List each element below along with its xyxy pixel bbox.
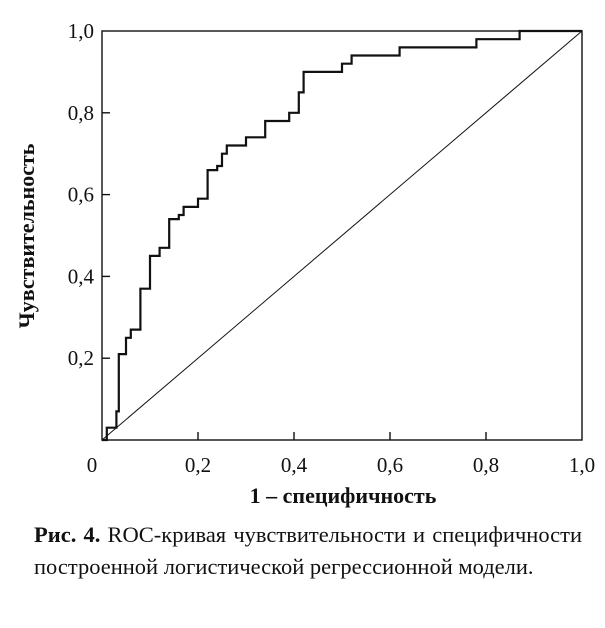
x-tick-label: 0,6	[377, 453, 403, 477]
roc-chart: 0 0,2 0,4 0,6 0,8 1,0 0,2 0,4 0,6 0,8 1,0 1 – спе…	[14, 19, 595, 508]
y-tick-label: 0,4	[68, 264, 95, 288]
x-axis-ticks: 0 0,2 0,4 0,6 0,8 1,0	[87, 432, 595, 477]
x-axis-title: 1 – специфичность	[250, 483, 437, 508]
y-tick-label: 0,2	[68, 346, 94, 370]
y-tick-label: 0,8	[68, 101, 94, 125]
x-tick-label: 0	[87, 453, 98, 477]
caption-text: ROC-кривая чувствительности и специфично…	[34, 522, 582, 579]
reference-diagonal-line	[101, 30, 583, 441]
x-tick-label: 1,0	[569, 453, 595, 477]
plot-border	[101, 30, 583, 441]
x-tick-label: 0,4	[281, 453, 308, 477]
x-tick-label: 0,8	[473, 453, 499, 477]
roc-curve-line	[102, 29, 582, 442]
y-axis-ticks: 0,2 0,4 0,6 0,8 1,0	[68, 19, 110, 370]
plot-frame	[101, 30, 583, 441]
figure-caption: Рис. 4. ROC-кривая чувствительности и сп…	[34, 519, 582, 583]
y-tick-label: 1,0	[68, 19, 94, 43]
y-tick-label: 0,6	[68, 183, 94, 207]
y-axis-title: Чувствительность	[14, 143, 39, 328]
x-tick-label: 0,2	[185, 453, 211, 477]
series-layer	[101, 29, 583, 442]
caption-label: Рис. 4.	[34, 522, 101, 547]
